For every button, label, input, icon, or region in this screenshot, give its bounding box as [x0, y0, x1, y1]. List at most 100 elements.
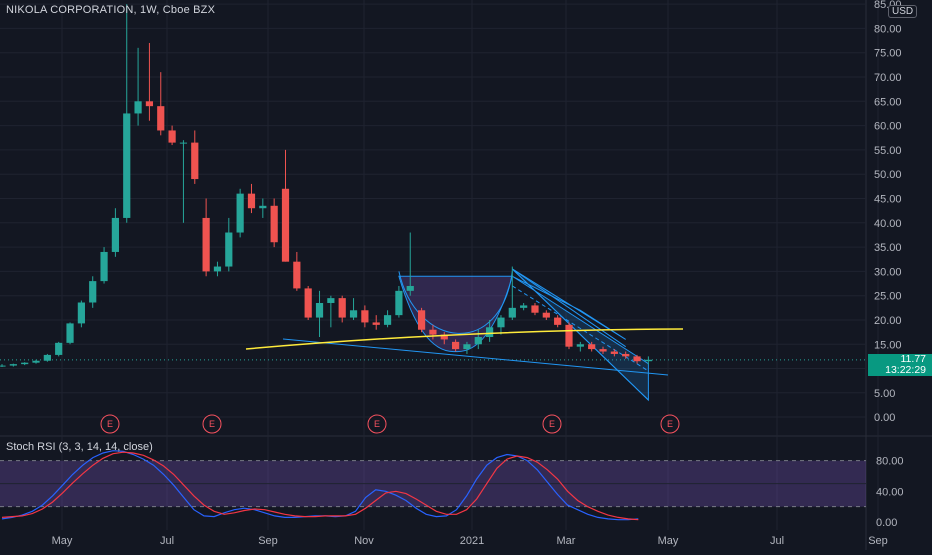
candle-body: [406, 285, 414, 291]
time-tick-label: May: [658, 535, 679, 547]
candle: [191, 130, 199, 184]
candle: [21, 362, 29, 366]
candle-body: [520, 305, 528, 308]
candle: [452, 339, 460, 352]
candle-body: [55, 342, 63, 355]
candle-body: [293, 261, 301, 289]
earnings-label: E: [549, 419, 555, 429]
osc-tick-label: 0.00: [876, 517, 897, 529]
candle: [622, 351, 630, 359]
candle: [213, 261, 222, 277]
candle: [644, 356, 652, 365]
candle-body: [111, 217, 119, 252]
candle: [247, 183, 256, 214]
candle: [315, 290, 324, 338]
earnings-label: E: [374, 419, 380, 429]
price-tick-label: 20.00: [874, 315, 902, 327]
candle: [66, 322, 74, 345]
wedge-upper-line: [512, 268, 626, 348]
price-tick-label: 0.00: [874, 412, 895, 424]
candle: [327, 295, 335, 328]
candle-body: [43, 354, 51, 361]
osc-tick-label: 80.00: [876, 456, 904, 468]
support-line: [245, 328, 684, 350]
candle: [520, 302, 528, 311]
candle-body: [383, 315, 392, 325]
candle-body: [588, 344, 596, 350]
candle-body: [610, 351, 618, 354]
candle: [259, 198, 267, 218]
candle: [293, 251, 301, 291]
candle-body: [134, 101, 142, 114]
earnings-marker[interactable]: E: [660, 414, 680, 434]
candle: [236, 188, 244, 238]
earnings-circle: [202, 414, 222, 434]
price-tick-label: 75.00: [874, 48, 902, 60]
candle-body: [157, 106, 165, 131]
wedge-lower-line: [511, 268, 649, 401]
candle-body: [497, 317, 505, 328]
earnings-marker[interactable]: E: [542, 414, 562, 434]
candle-body: [508, 307, 516, 318]
currency-badge[interactable]: USD: [888, 5, 918, 18]
candle: [554, 315, 562, 328]
earnings-label: E: [667, 419, 673, 429]
candle: [338, 295, 346, 323]
drawings-back: [398, 268, 649, 402]
time-tick-label: Jul: [160, 535, 174, 547]
candle: [486, 320, 494, 342]
candle-body: [327, 298, 335, 303]
candle-body: [531, 305, 539, 313]
earnings-marker[interactable]: E: [100, 414, 120, 434]
candle-body: [123, 113, 131, 218]
candle-body: [361, 310, 369, 323]
price-tick-label: 65.00: [874, 96, 902, 108]
candles-layer: [0, 4, 652, 368]
candle-body: [304, 288, 312, 318]
candle: [304, 285, 312, 320]
candle-body: [542, 312, 550, 318]
candle: [179, 140, 188, 223]
candle-body: [452, 341, 460, 350]
candle: [508, 266, 516, 320]
candle: [440, 332, 448, 345]
price-tick-label: 70.00: [874, 72, 902, 84]
candle: [531, 302, 539, 316]
time-tick-label: Nov: [354, 535, 374, 547]
candle: [225, 217, 233, 272]
time-tick-label: 2021: [460, 535, 484, 547]
candle: [474, 329, 482, 350]
price-tick-label: 30.00: [874, 266, 902, 278]
candle: [610, 349, 618, 357]
earnings-circle: [542, 414, 562, 434]
candle-body: [247, 193, 256, 209]
candle: [417, 307, 426, 333]
candle-body: [474, 337, 482, 345]
candle-body: [281, 188, 290, 262]
candle: [463, 341, 471, 354]
candle-body: [21, 362, 29, 365]
oscillator-layer: [1, 450, 639, 521]
candle: [100, 247, 108, 284]
candle-body: [191, 142, 199, 180]
candle: [281, 149, 290, 262]
candle: [576, 341, 584, 352]
last-price-tag: 11.77 13:22:29: [868, 354, 932, 376]
price-tick-label: 25.00: [874, 291, 902, 303]
candle-body: [145, 101, 154, 107]
candle-body: [32, 360, 40, 363]
candle: [395, 285, 403, 318]
candle: [134, 47, 142, 126]
earnings-marker[interactable]: E: [367, 414, 387, 434]
candle-body: [554, 317, 562, 325]
candle-body: [633, 356, 641, 362]
candle: [588, 341, 596, 352]
candle-body: [100, 251, 108, 282]
earnings-label: E: [107, 419, 113, 429]
candle-body: [168, 130, 176, 143]
earnings-marker[interactable]: E: [202, 414, 222, 434]
stoch-band-layer: [0, 460, 866, 508]
price-tick-label: 40.00: [874, 218, 902, 230]
